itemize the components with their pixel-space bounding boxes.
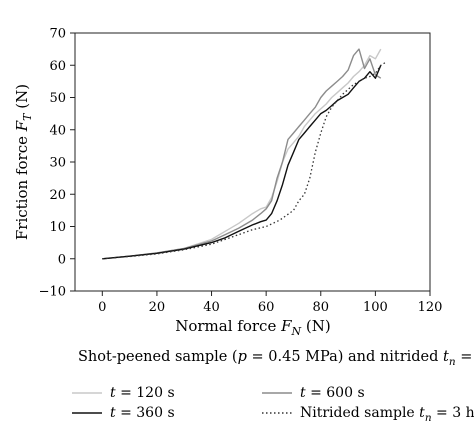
y-tick-label: 10: [49, 220, 66, 235]
series-line-2: [102, 65, 382, 260]
y-tick-label: 30: [49, 156, 66, 171]
legend-label-nitrided: Nitrided sample tn = 3 h: [300, 405, 474, 424]
x-tick-label: 0: [98, 300, 106, 315]
x-tick-label: 60: [258, 300, 275, 315]
series-line-0: [102, 48, 382, 260]
x-axis-label: Normal force FN (N): [175, 317, 331, 338]
series-line-1: [102, 48, 382, 260]
x-tick-label: 20: [149, 300, 166, 315]
y-axis-label: Friction force FT (N): [13, 84, 34, 240]
y-tick-label: 50: [49, 91, 66, 106]
y-tick-label: 60: [49, 59, 66, 74]
caption: Shot-peened sample (p = 0.45 MPa) and ni…: [78, 349, 474, 368]
x-tick-label: 100: [363, 300, 388, 315]
legend-label-t120: t = 120 s: [110, 385, 175, 401]
y-tick-label: 70: [49, 27, 66, 42]
x-tick-label: 120: [418, 300, 443, 315]
y-tick-label: 20: [49, 188, 66, 203]
y-tick-label: 0: [58, 252, 66, 267]
series-line-3: [102, 61, 387, 260]
y-tick-label: −10: [39, 285, 66, 300]
legend-label-t600: t = 600 s: [300, 385, 365, 401]
series-layer: [102, 48, 387, 260]
x-tick-label: 40: [203, 300, 220, 315]
axis-ticks: 0 20 40 60 80 100 120 −10 0 10 20 30 40 50 60 70: [39, 27, 443, 316]
y-tick-label: 40: [49, 123, 66, 138]
legend-label-t360: t = 360 s: [110, 405, 175, 421]
x-tick-label: 80: [312, 300, 329, 315]
